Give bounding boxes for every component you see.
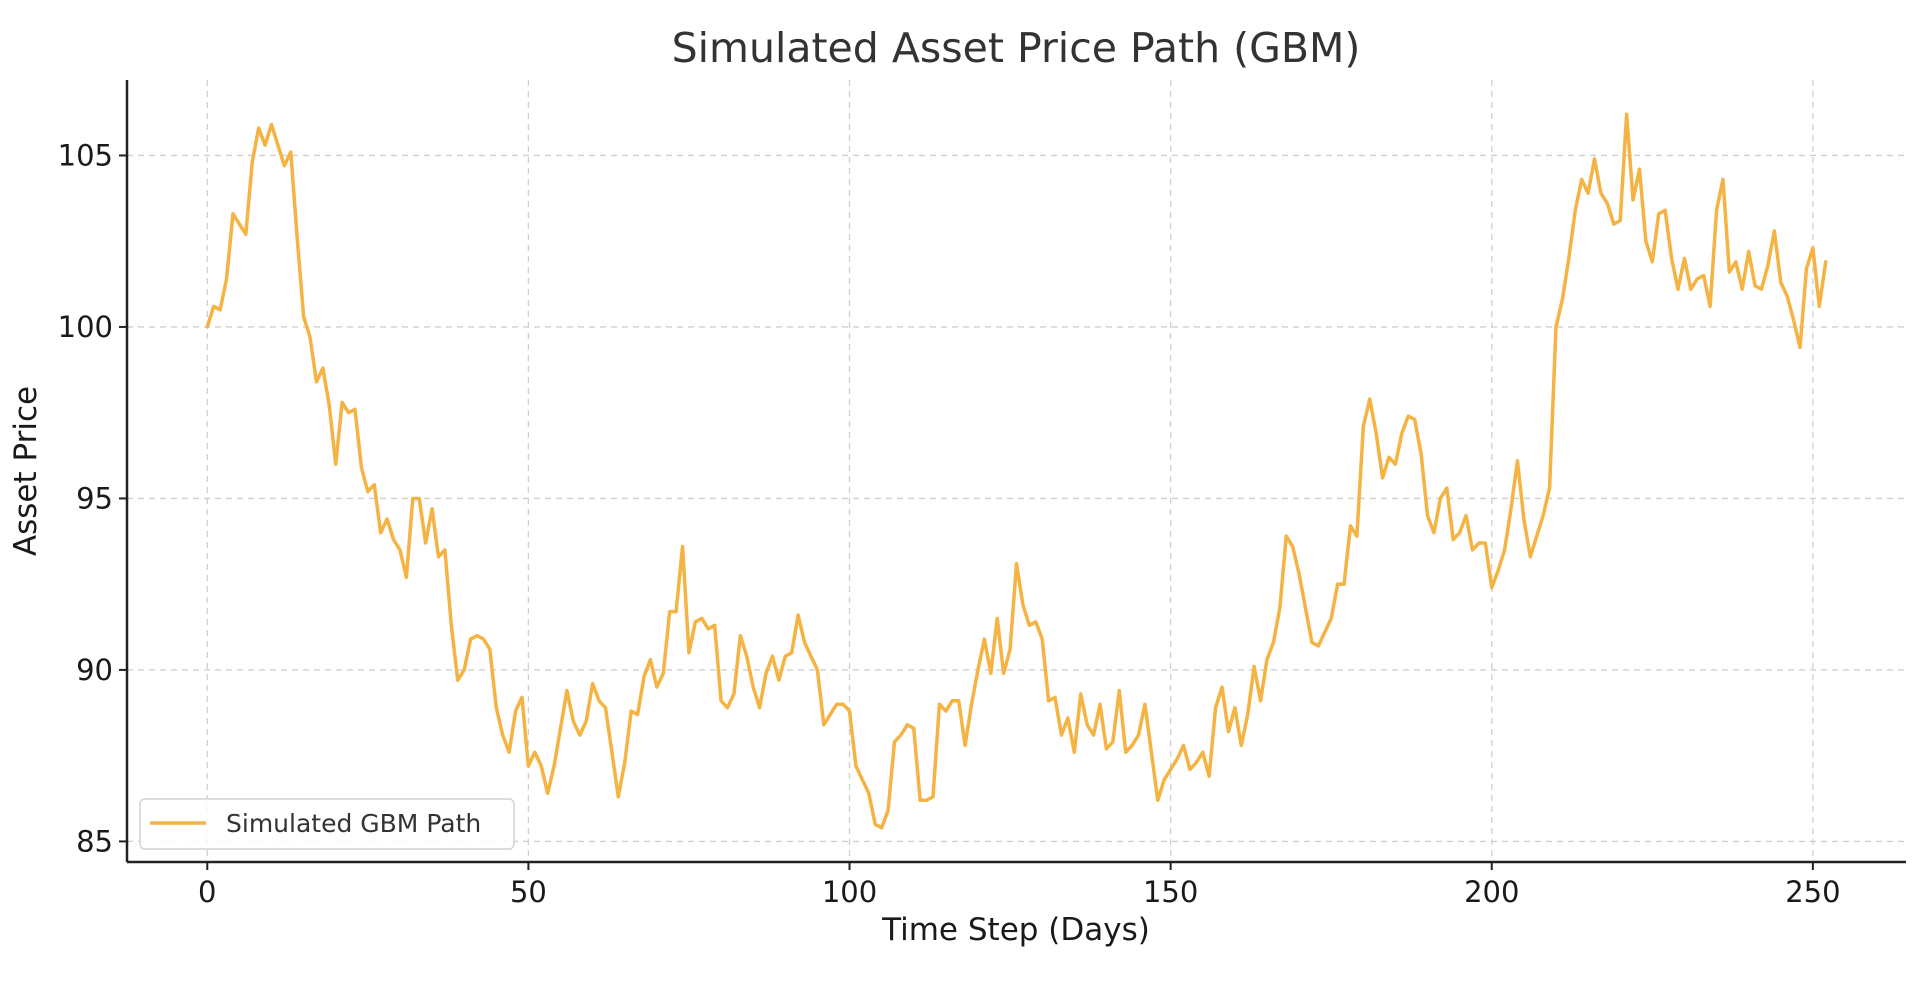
x-tick-label-150: 150 <box>1143 875 1198 909</box>
series-line-simulated-gbm-path <box>205 112 1828 830</box>
series-lines <box>205 112 1828 830</box>
x-tick-label-100: 100 <box>822 875 877 909</box>
y-tick-label-100: 100 <box>58 310 113 344</box>
axes-spines <box>125 80 1906 864</box>
y-tick-label-90: 90 <box>76 653 113 687</box>
chart-title: Simulated Asset Price Path (GBM) <box>672 24 1361 72</box>
x-tick-label-200: 200 <box>1464 875 1519 909</box>
axis-ticks: 0 50 100 150 200 250 85 90 95 100 105 <box>58 138 1841 909</box>
y-tick-label-85: 85 <box>76 824 113 858</box>
legend: Simulated GBM Path <box>139 798 515 850</box>
legend-box <box>139 798 515 850</box>
y-axis-label: Asset Price <box>8 386 44 556</box>
legend-label-simulated-gbm-path: Simulated GBM Path <box>226 809 481 838</box>
x-tick-label-250: 250 <box>1785 875 1840 909</box>
y-tick-label-95: 95 <box>76 481 113 515</box>
x-tick-label-0: 0 <box>198 875 216 909</box>
x-axis-label: Time Step (Days) <box>881 912 1150 948</box>
gridlines <box>127 80 1906 862</box>
x-tick-label-50: 50 <box>510 875 547 909</box>
y-tick-label-105: 105 <box>58 138 113 172</box>
